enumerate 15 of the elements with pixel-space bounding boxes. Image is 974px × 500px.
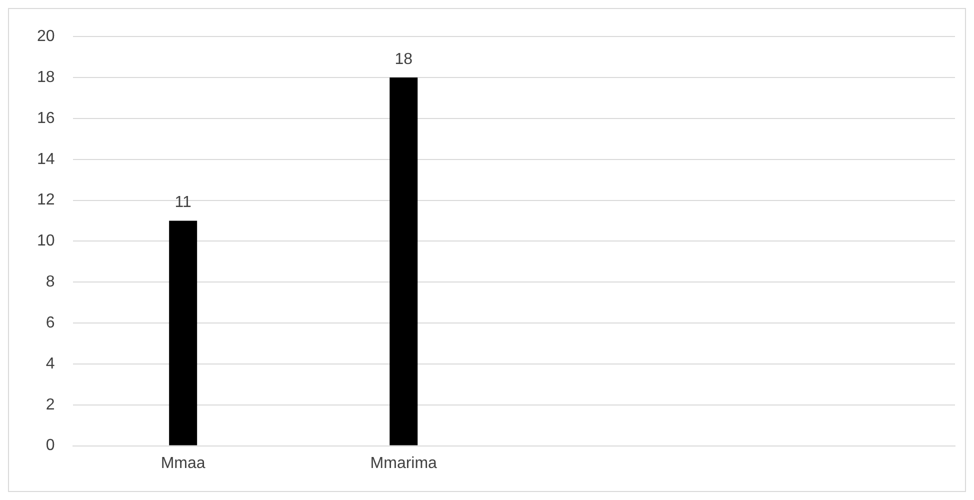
data-label: 18: [394, 50, 413, 68]
y-tick-label: 10: [37, 232, 55, 250]
y-tick-label: 8: [46, 274, 55, 291]
y-tick-label: 18: [37, 68, 55, 86]
data-label: 11: [174, 194, 192, 212]
y-tick-label: 16: [37, 110, 55, 127]
x-tick-label: Mmaa: [160, 454, 206, 472]
y-tick-label: 12: [37, 192, 55, 209]
x-tick-label: Mmarima: [370, 454, 438, 472]
y-tick-label: 14: [37, 150, 55, 168]
y-tick-label: 4: [46, 355, 55, 372]
y-tick-label: 20: [37, 28, 55, 46]
y-tick-label: 2: [46, 396, 55, 414]
y-tick-label: 0: [46, 437, 55, 454]
y-tick-label: 6: [46, 314, 55, 332]
